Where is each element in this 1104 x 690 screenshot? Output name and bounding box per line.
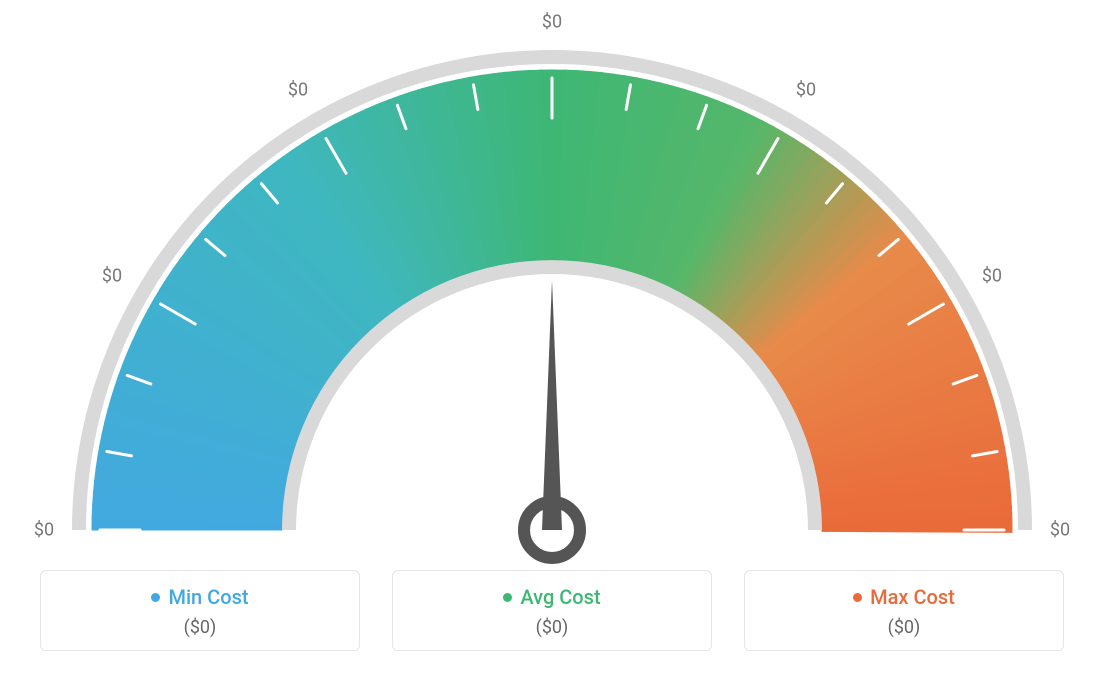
legend-card-avg: Avg Cost ($0) — [392, 570, 712, 651]
legend-value-min: ($0) — [51, 617, 349, 638]
legend-value-max: ($0) — [755, 617, 1053, 638]
legend-dot-max — [853, 593, 862, 602]
gauge-chart: $0 $0 $0 $0 $0 $0 $0 — [0, 10, 1104, 570]
cost-gauge-infographic: $0 $0 $0 $0 $0 $0 $0 Min Cost ($0) Avg Cost ($… — [0, 0, 1104, 690]
gauge-tick-label: $0 — [796, 80, 816, 101]
legend-label-max: Max Cost — [870, 585, 955, 609]
legend-title-max: Max Cost — [853, 585, 955, 609]
gauge-tick-label: $0 — [102, 266, 122, 287]
gauge-tick-label: $0 — [1050, 520, 1070, 541]
legend-label-min: Min Cost — [168, 585, 248, 609]
legend-dot-min — [151, 593, 160, 602]
legend-value-avg: ($0) — [403, 617, 701, 638]
gauge-svg — [0, 10, 1104, 570]
legend-card-max: Max Cost ($0) — [744, 570, 1064, 651]
gauge-tick-label: $0 — [542, 12, 562, 33]
legend-card-min: Min Cost ($0) — [40, 570, 360, 651]
gauge-tick-label: $0 — [34, 520, 54, 541]
legend-row: Min Cost ($0) Avg Cost ($0) Max Cost ($0… — [0, 570, 1104, 651]
legend-label-avg: Avg Cost — [520, 585, 600, 609]
legend-dot-avg — [503, 593, 512, 602]
gauge-tick-label: $0 — [982, 266, 1002, 287]
legend-title-avg: Avg Cost — [503, 585, 600, 609]
legend-title-min: Min Cost — [151, 585, 248, 609]
gauge-tick-label: $0 — [288, 80, 308, 101]
